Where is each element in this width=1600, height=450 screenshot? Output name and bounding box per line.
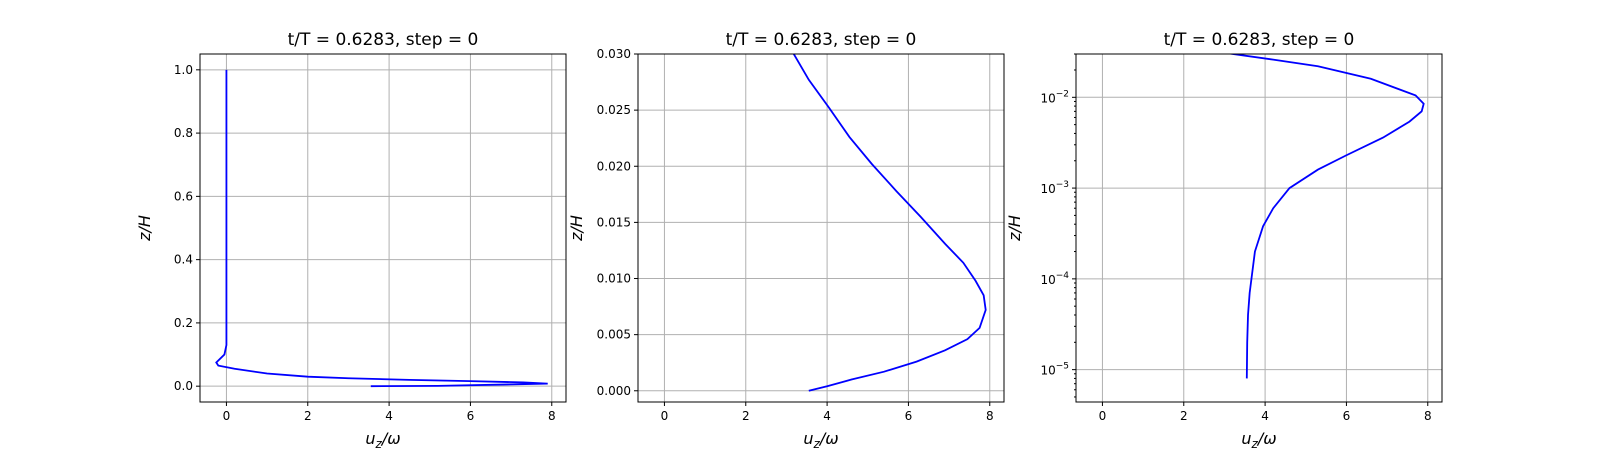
y-tick-label: 0.2 (174, 316, 193, 330)
x-tick-label: 4 (823, 409, 831, 423)
y-tick-label: 0.4 (174, 253, 193, 267)
y-tick-label: 1.0 (174, 63, 193, 77)
chart-title: t/T = 0.6283, step = 0 (726, 30, 917, 50)
chart-title: t/T = 0.6283, step = 0 (288, 30, 479, 50)
y-tick-label: 0.025 (597, 103, 631, 117)
x-tick-label: 2 (742, 409, 750, 423)
y-tick-label: 0.6 (174, 189, 193, 203)
axes-frame (1075, 53, 1443, 403)
x-axis-label: uz/ω (803, 429, 838, 450)
x-tick-label: 6 (1343, 409, 1351, 423)
x-tick-label: 4 (1261, 409, 1269, 423)
series-line (792, 54, 987, 392)
y-tick-label: 10−4 (1040, 271, 1069, 287)
y-tick-label: 10−2 (1040, 89, 1069, 105)
x-tick-label: 8 (986, 409, 994, 423)
x-tick-label: 6 (467, 409, 475, 423)
x-axis-label: uz/ω (1241, 429, 1276, 450)
y-axis-label: z/H (135, 215, 154, 242)
y-axis-label: z/H (1005, 215, 1024, 242)
y-tick-label: 0.000 (597, 384, 631, 398)
x-tick-label: 2 (1180, 409, 1188, 423)
x-tick-label: 4 (385, 409, 393, 423)
series-line (215, 69, 548, 388)
y-tick-label: 10−5 (1040, 362, 1069, 378)
x-tick-label: 2 (304, 409, 312, 423)
y-tick-label: 10−3 (1040, 180, 1069, 196)
y-tick-label: 0.005 (597, 328, 631, 342)
chart-panel-2: 0 2 4 6 8 0.000 0.005 0.010 0.015 0.020 0.025 0.030… (567, 30, 1005, 450)
axes-frame (199, 53, 567, 403)
axes-frame (637, 53, 1005, 403)
x-tick-label: 6 (905, 409, 913, 423)
y-tick-label: 0.010 (597, 272, 631, 286)
y-tick-label: 0.0 (174, 379, 193, 393)
x-tick-label: 8 (1424, 409, 1432, 423)
x-tick-label: 0 (1099, 409, 1107, 423)
chart-panel-1: 0 2 4 6 8 0.0 0.2 0.4 0.6 0.8 1.0 t/T = 0.6283, ste… (135, 30, 567, 450)
y-tick-label: 0.8 (174, 126, 193, 140)
y-tick-label: 0.015 (597, 215, 631, 229)
y-tick-label: 0.020 (597, 159, 631, 173)
series-line (1228, 54, 1425, 379)
chart-panel-3: 0 2 4 6 8 10−5 10−4 10−3 10−2 t/T = 0.6283, step … (1005, 30, 1443, 450)
x-axis-label: uz/ω (365, 429, 400, 450)
y-axis-label: z/H (567, 215, 586, 242)
x-tick-label: 0 (661, 409, 669, 423)
chart-title: t/T = 0.6283, step = 0 (1164, 30, 1355, 50)
x-tick-label: 0 (223, 409, 231, 423)
x-tick-label: 8 (548, 409, 556, 423)
y-tick-label: 0.030 (597, 47, 631, 61)
